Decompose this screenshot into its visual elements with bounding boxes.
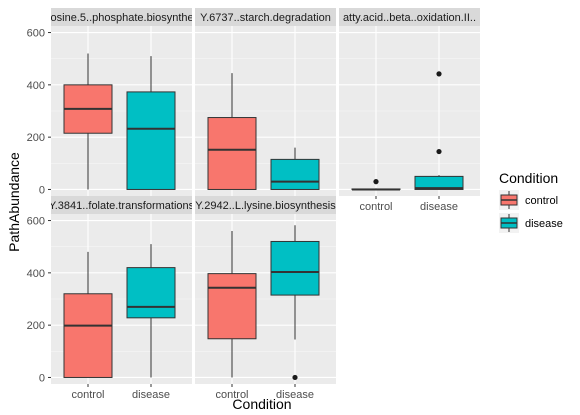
outlier-point	[436, 71, 442, 77]
y-tick-label: 0	[39, 372, 45, 384]
legend-keys: control disease	[499, 190, 563, 233]
box-control	[63, 53, 113, 190]
y-tick-label: 600	[27, 28, 45, 40]
facet-panels: ..inosine.5..phosphate.biosynthesis 0 200 4…	[27, 8, 480, 401]
box-disease	[270, 225, 320, 381]
box-control	[351, 179, 401, 191]
x-tick-label: disease	[276, 389, 314, 401]
x-tick-label: control	[215, 389, 248, 401]
facet-strip	[51, 196, 192, 214]
facet-strip-label: Y.6737..starch.degradation	[200, 12, 331, 24]
box-body	[270, 240, 320, 296]
facet-panel: Y.2942..L.lysine.biosynthesis control dise…	[195, 196, 336, 401]
y-tick-label: 400	[27, 268, 45, 280]
y-tick-label: 0	[39, 184, 45, 196]
y-axis-title: PathAbundance	[6, 152, 22, 252]
box-control	[207, 231, 257, 378]
legend-title: Condition	[499, 170, 558, 186]
box-body	[126, 267, 176, 319]
legend-key-control: control	[499, 190, 558, 210]
facet-strip	[195, 196, 336, 214]
facet-strip-label: ..inosine.5..phosphate.biosynthesis	[36, 12, 208, 24]
outlier-point	[292, 374, 298, 381]
legend: Condition control disease	[499, 170, 563, 233]
facet-strip-label: atty.acid..beta..oxidation.II..	[343, 12, 476, 24]
facet-strip-label: Y.3841..folate.transformations	[49, 200, 195, 212]
box-disease	[270, 147, 320, 190]
y-tick-label: 200	[27, 320, 45, 332]
facet-strip	[51, 8, 192, 26]
y-tick-label: 600	[27, 216, 45, 228]
y-tick-label: 400	[27, 80, 45, 92]
box-body	[207, 273, 257, 340]
box-body	[207, 117, 257, 190]
x-axis-title: Condition	[232, 396, 291, 412]
box-control	[207, 73, 257, 190]
box-disease	[414, 71, 464, 190]
facet-strip	[339, 8, 480, 26]
legend-label: control	[525, 195, 558, 207]
facet-panel: ..inosine.5..phosphate.biosynthesis 0 200 4…	[27, 8, 208, 196]
x-tick-label: disease	[132, 389, 170, 401]
box-control	[63, 251, 113, 378]
box-body	[414, 175, 464, 190]
box-body	[63, 293, 113, 378]
facet-strip-label: Y.2942..L.lysine.biosynthesis	[195, 200, 336, 212]
x-tick-label: control	[71, 389, 104, 401]
box-body	[270, 158, 320, 190]
legend-key-disease: disease	[499, 213, 563, 233]
legend-label: disease	[525, 218, 563, 230]
facet-panel: Y.6737..starch.degradation	[195, 8, 336, 196]
x-tick-label: control	[359, 201, 392, 213]
box-disease	[126, 56, 176, 190]
facet-panel: Y.3841..folate.transformations 0 200 400 600…	[27, 196, 195, 401]
box-body	[126, 91, 176, 190]
outlier-point	[436, 148, 442, 155]
box-disease	[126, 244, 176, 378]
y-tick-label: 200	[27, 132, 45, 144]
outlier-point	[373, 179, 379, 185]
facet-strip	[195, 8, 336, 26]
facet-panel: atty.acid..beta..oxidation.II.. control di…	[339, 8, 480, 213]
x-tick-label: disease	[420, 201, 458, 213]
